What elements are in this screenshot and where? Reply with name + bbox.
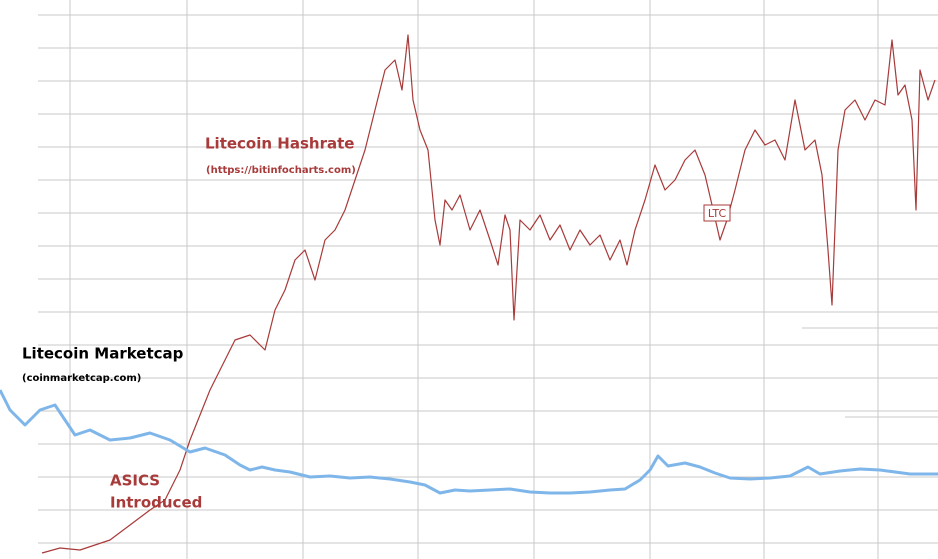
annotation: Introduced (110, 494, 202, 512)
series-label: Litecoin Hashrate (205, 135, 354, 153)
annotation: (https://bitinfocharts.com) (206, 165, 356, 176)
annotation: (coinmarketcap.com) (22, 373, 141, 384)
ltc-box (703, 204, 731, 222)
annotation: LTC (708, 207, 727, 220)
annotation: ASICS (110, 472, 160, 490)
series-line (0, 389, 938, 495)
series-label: Litecoin Marketcap (22, 345, 184, 363)
series-line (41, 34, 936, 554)
grid (38, 0, 938, 559)
lines (0, 34, 938, 554)
